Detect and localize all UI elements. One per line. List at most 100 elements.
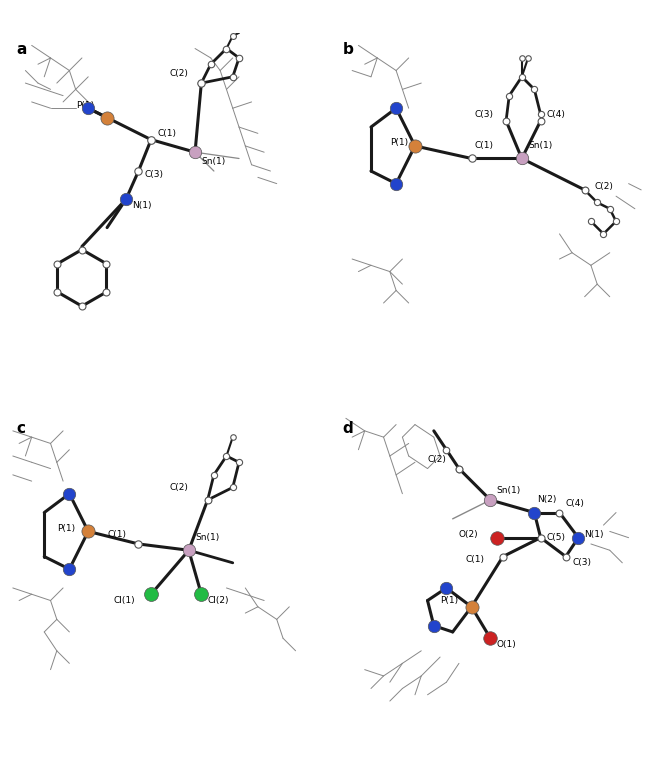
Point <box>554 506 564 518</box>
Text: c: c <box>16 421 25 436</box>
Point <box>517 52 527 64</box>
Text: Sn(1): Sn(1) <box>201 157 226 166</box>
Text: C(1): C(1) <box>107 530 126 539</box>
Text: C(4): C(4) <box>566 499 585 508</box>
Text: Sn(1): Sn(1) <box>528 141 553 150</box>
Text: C(1): C(1) <box>465 555 484 564</box>
Text: Sn(1): Sn(1) <box>195 533 219 542</box>
Point <box>428 619 439 631</box>
Point <box>410 140 421 152</box>
Text: C(2): C(2) <box>170 483 189 492</box>
Text: P(1): P(1) <box>440 596 458 605</box>
Point <box>454 462 464 474</box>
Point <box>228 431 238 443</box>
Point <box>228 30 238 42</box>
Point <box>517 153 527 165</box>
Point <box>454 462 464 474</box>
Point <box>101 286 112 298</box>
Point <box>536 109 546 121</box>
Point <box>466 600 477 613</box>
Point <box>441 444 452 456</box>
Point <box>77 244 87 256</box>
Point <box>121 194 131 206</box>
Point <box>233 456 244 468</box>
Point <box>501 115 511 127</box>
Point <box>64 563 75 575</box>
Text: Cl(2): Cl(2) <box>207 596 229 605</box>
Text: C(2): C(2) <box>594 182 613 191</box>
Point <box>498 550 508 562</box>
Point <box>221 450 232 462</box>
Point <box>391 102 402 115</box>
Point <box>598 228 609 240</box>
Point <box>233 52 244 64</box>
Text: P(1): P(1) <box>57 524 75 533</box>
Point <box>133 538 144 550</box>
Point <box>579 184 590 196</box>
Point <box>517 71 527 83</box>
Text: C(3): C(3) <box>145 170 164 178</box>
Point <box>209 469 219 481</box>
Point <box>64 487 75 499</box>
Point <box>441 582 452 594</box>
Text: N(2): N(2) <box>538 496 557 505</box>
Point <box>529 83 540 96</box>
Point <box>536 115 546 127</box>
Point <box>205 58 216 71</box>
Point <box>101 257 112 269</box>
Point <box>146 588 156 600</box>
Point <box>391 178 402 190</box>
Text: N(1): N(1) <box>585 530 604 539</box>
Text: O(1): O(1) <box>496 640 517 649</box>
Point <box>529 506 540 518</box>
Point <box>133 165 144 177</box>
Text: N(1): N(1) <box>132 201 152 210</box>
Point <box>83 525 94 537</box>
Point <box>573 531 583 543</box>
Point <box>504 90 515 102</box>
Point <box>560 550 571 562</box>
Point <box>146 134 156 146</box>
Point <box>228 71 238 83</box>
Point <box>466 153 477 165</box>
Text: C(4): C(4) <box>547 110 566 119</box>
Text: C(3): C(3) <box>572 559 591 567</box>
Point <box>52 257 63 269</box>
Point <box>196 588 207 600</box>
Text: P(1): P(1) <box>390 138 408 147</box>
Point <box>77 300 87 312</box>
Point <box>83 102 94 115</box>
Point <box>611 216 621 228</box>
Point <box>196 77 207 89</box>
Point <box>523 52 533 64</box>
Text: C(2): C(2) <box>170 69 189 78</box>
Text: C(2): C(2) <box>428 455 447 464</box>
Point <box>586 216 596 228</box>
Point <box>221 43 232 55</box>
Text: Sn(1): Sn(1) <box>496 486 521 495</box>
Point <box>202 494 213 506</box>
Point <box>190 146 200 159</box>
Point <box>579 184 590 196</box>
Point <box>228 481 238 493</box>
Text: C(3): C(3) <box>475 110 494 119</box>
Point <box>592 197 602 209</box>
Point <box>485 632 496 644</box>
Point <box>52 286 63 298</box>
Text: a: a <box>16 43 26 57</box>
Text: d: d <box>343 421 353 436</box>
Point <box>184 544 194 556</box>
Text: C(1): C(1) <box>475 141 494 150</box>
Point <box>202 494 213 506</box>
Text: b: b <box>343 43 354 57</box>
Text: C(1): C(1) <box>158 129 177 138</box>
Point <box>196 77 207 89</box>
Point <box>604 203 615 215</box>
Text: P(1): P(1) <box>76 101 94 109</box>
Point <box>102 112 112 124</box>
Point <box>536 531 546 543</box>
Point <box>485 494 496 506</box>
Text: Cl(1): Cl(1) <box>113 596 135 605</box>
Point <box>491 531 502 543</box>
Text: C(5): C(5) <box>547 533 566 542</box>
